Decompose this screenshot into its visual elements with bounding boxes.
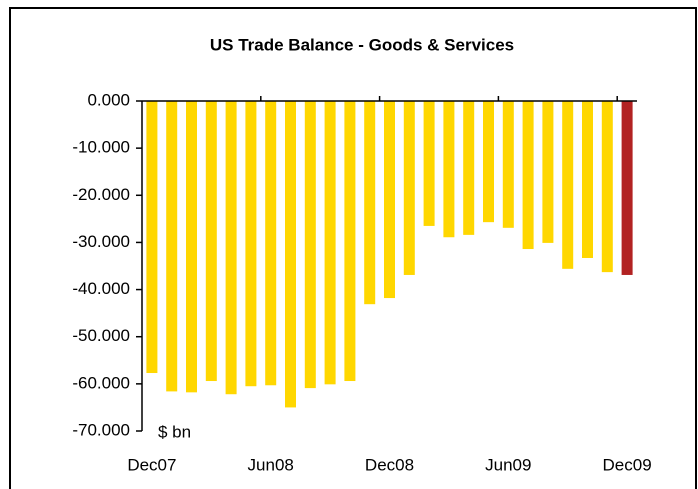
bar [324,101,336,385]
bar [542,101,554,243]
bar [364,101,376,305]
bar [483,101,494,223]
bar [304,101,316,389]
y-tick-label: -40.000 [72,279,130,298]
bar [186,101,197,393]
y-tick-label: -10.000 [72,138,130,157]
bar [205,101,217,382]
x-tick-label: Jun09 [485,455,531,474]
x-tick-label: Dec07 [127,455,176,474]
unit-label: $ bn [158,422,191,441]
bar [146,101,158,374]
bar [601,101,613,273]
x-tick-label: Dec08 [365,455,414,474]
bar [562,101,574,269]
bar [384,101,395,299]
x-tick-label: Jun08 [248,455,294,474]
bar [245,101,257,387]
bar [403,101,415,275]
y-tick-label: 0.000 [87,90,130,109]
bar [463,101,475,235]
bar [443,101,455,238]
bar [582,101,593,258]
y-tick-label: -70.000 [72,420,130,439]
bar [285,101,296,408]
y-tick-label: -20.000 [72,185,130,204]
chart-title: US Trade Balance - Goods & Services [210,35,514,54]
bar [344,101,356,382]
x-tick-label: Dec09 [603,455,652,474]
bar [522,101,534,250]
bar [225,101,237,395]
y-tick-label: -50.000 [72,326,130,345]
bar [423,101,435,226]
bar [166,101,178,392]
bar [502,101,514,228]
bar [265,101,277,386]
y-tick-label: -30.000 [72,232,130,251]
bar [621,101,633,275]
y-tick-label: -60.000 [72,373,130,392]
